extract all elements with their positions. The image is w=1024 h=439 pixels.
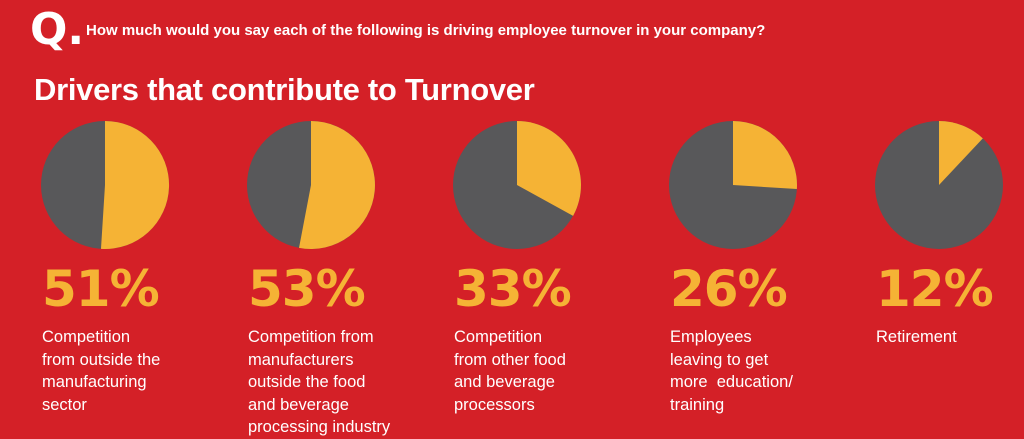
pie-chart: [875, 121, 1003, 249]
percentage-value: 33%: [454, 260, 572, 318]
pie-value-slice: [100, 120, 170, 249]
driver-label: Employees leaving to get more education/tr…: [670, 326, 850, 416]
pie-value-slice: [517, 121, 581, 216]
driver-label-line: from other food: [454, 350, 566, 369]
driver-label-line: manufacturing: [42, 373, 147, 391]
driver-label-line: processors: [454, 395, 535, 414]
pie-chart: [453, 121, 581, 249]
driver-label-line: Competition: [42, 328, 131, 346]
driver-label: Competition from outside the manufacturing…: [42, 326, 222, 416]
survey-question: How much would you say each of the follo…: [86, 22, 766, 39]
driver-label: Competition from other food and beverage pr…: [454, 326, 634, 416]
driver-label-line: and beverage: [248, 395, 349, 414]
pie-value-slice: [299, 121, 375, 249]
driver-label-line: processing industry: [248, 418, 391, 436]
driver-label-line: from outside the: [42, 350, 161, 369]
pie-chart: [41, 120, 170, 249]
driver-label-line: Competition from: [248, 328, 374, 346]
driver-label-line: Employees: [670, 328, 752, 346]
driver-label-line: leaving to get: [670, 350, 769, 369]
driver-label: Competition from manufacturers outside the…: [248, 326, 428, 439]
chart-title: Drivers that contribute to Turnover: [34, 72, 535, 107]
driver-label-line: and beverage: [454, 373, 555, 391]
pie-value-slice: [733, 121, 797, 190]
pie-panel: 33% Competition from other food and beverag…: [452, 120, 652, 414]
driver-label-line: sector: [42, 395, 87, 414]
driver-label-line: Retirement: [876, 328, 957, 346]
pie-panel: 51% Competition from outside the manufactur…: [40, 120, 240, 414]
pie-panel: 53% Competition from manufacturers outside …: [246, 120, 446, 436]
percentage-value: 26%: [670, 260, 788, 318]
pie-panel: 12% Retirement: [874, 120, 1024, 346]
driver-label-line: manufacturers: [248, 350, 354, 369]
percentage-value: 53%: [248, 260, 366, 318]
driver-label-line: Competition: [454, 328, 543, 346]
pie-panel: 26% Employees leaving to get more education…: [668, 120, 868, 414]
driver-label-line: outside the food: [248, 373, 366, 391]
percentage-value: 12%: [876, 260, 994, 318]
percentage-value: 51%: [42, 260, 160, 318]
driver-label-line: training: [670, 395, 725, 414]
pie-value-slice: [939, 121, 983, 185]
driver-label: Retirement: [876, 326, 1024, 349]
q-badge: Q.: [30, 4, 85, 55]
driver-label-line: more education/: [670, 373, 793, 391]
pie-chart: [247, 121, 375, 249]
pie-chart: [669, 121, 797, 249]
